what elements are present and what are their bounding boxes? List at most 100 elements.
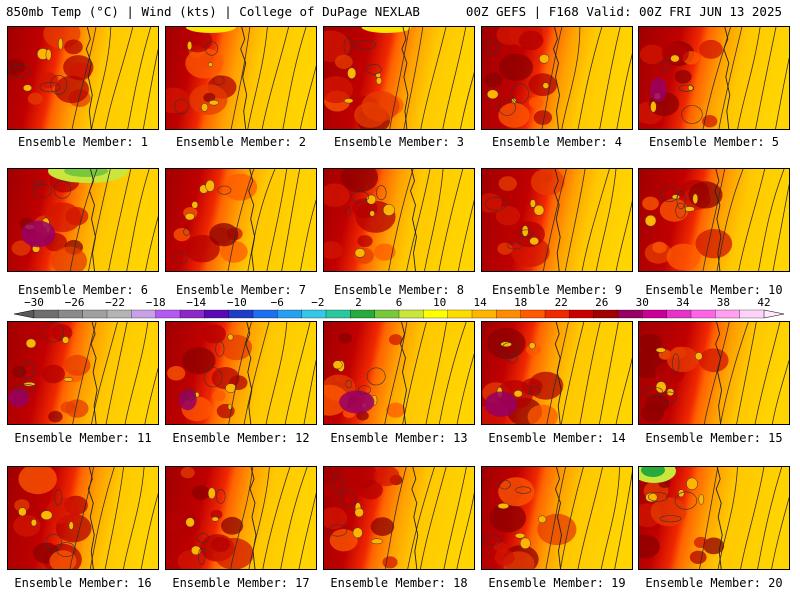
temperature-map bbox=[639, 169, 789, 271]
colorbar-tick-label: −10 bbox=[227, 296, 247, 309]
colorbar-swatch bbox=[58, 309, 84, 319]
temperature-colorbar: −30 −26 −22 −18 −14 −10 −6 −2 2 6 10 14 18 22 26 30 34 38… bbox=[13, 296, 785, 319]
temperature-map bbox=[8, 322, 158, 424]
temperature-map bbox=[639, 322, 789, 424]
ensemble-member-caption: Ensemble Member: 5 bbox=[648, 135, 780, 149]
ensemble-map-panel bbox=[7, 466, 159, 570]
ensemble-map-panel bbox=[165, 168, 317, 272]
ensemble-member-caption: Ensemble Member: 8 bbox=[333, 283, 465, 297]
colorbar-tick-label: 14 bbox=[473, 296, 487, 309]
ensemble-member-caption: Ensemble Member: 11 bbox=[14, 431, 152, 445]
ensemble-member-caption: Ensemble Member: 2 bbox=[175, 135, 307, 149]
colorbar-swatch bbox=[447, 309, 473, 319]
colorbar-min-arrow bbox=[13, 309, 35, 319]
colorbar-swatch bbox=[33, 309, 59, 319]
colorbar-swatch bbox=[277, 309, 303, 319]
ensemble-map-panel bbox=[165, 26, 317, 130]
colorbar-tick-label: 10 bbox=[433, 296, 446, 309]
colorbar-tick-label: −2 bbox=[311, 296, 324, 309]
colorbar-swatch bbox=[204, 309, 230, 319]
colorbar-swatch bbox=[593, 309, 619, 319]
ensemble-map-panel bbox=[481, 321, 633, 425]
colorbar-swatch bbox=[325, 309, 351, 319]
ensemble-member-caption: Ensemble Member: 10 bbox=[645, 283, 783, 297]
ensemble-map-panel bbox=[638, 466, 790, 570]
colorbar-tick-label: −18 bbox=[146, 296, 166, 309]
ensemble-member-caption: Ensemble Member: 15 bbox=[645, 431, 783, 445]
temperature-map bbox=[482, 169, 632, 271]
colorbar-swatch bbox=[374, 309, 400, 319]
ensemble-member-caption: Ensemble Member: 1 bbox=[17, 135, 149, 149]
temperature-map bbox=[8, 467, 158, 569]
temperature-map bbox=[324, 322, 474, 424]
ensemble-member-caption: Ensemble Member: 18 bbox=[330, 576, 468, 590]
ensemble-map-panel bbox=[165, 466, 317, 570]
colorbar-tick-label: 22 bbox=[555, 296, 568, 309]
map-title: 850mb Temp (°C) | Wind (kts) | College o… bbox=[6, 4, 420, 19]
temperature-map bbox=[8, 27, 158, 129]
ensemble-map-panel bbox=[638, 168, 790, 272]
colorbar-swatch bbox=[301, 309, 327, 319]
ensemble-member-caption: Ensemble Member: 16 bbox=[14, 576, 152, 590]
colorbar-tick-label: −6 bbox=[271, 296, 284, 309]
colorbar-tick-label: 42 bbox=[757, 296, 770, 309]
ensemble-member-caption: Ensemble Member: 9 bbox=[491, 283, 623, 297]
temperature-map bbox=[324, 169, 474, 271]
colorbar-swatch bbox=[252, 309, 278, 319]
colorbar-swatch bbox=[471, 309, 497, 319]
temperature-map bbox=[482, 467, 632, 569]
ensemble-map-panel bbox=[7, 321, 159, 425]
colorbar-swatch bbox=[179, 309, 205, 319]
ensemble-member-caption: Ensemble Member: 7 bbox=[175, 283, 307, 297]
ensemble-map-panel bbox=[481, 26, 633, 130]
temperature-map bbox=[482, 27, 632, 129]
ensemble-map-panel bbox=[481, 168, 633, 272]
colorbar-tick-label: 26 bbox=[595, 296, 608, 309]
colorbar-swatch bbox=[423, 309, 449, 319]
colorbar-tick-label: 34 bbox=[676, 296, 690, 309]
colorbar-tick-label: −14 bbox=[186, 296, 206, 309]
colorbar-tick-label: −30 bbox=[24, 296, 44, 309]
temperature-map bbox=[8, 169, 158, 271]
temperature-map bbox=[639, 27, 789, 129]
colorbar-swatch bbox=[496, 309, 522, 319]
ensemble-member-caption: Ensemble Member: 19 bbox=[488, 576, 626, 590]
colorbar-tick-label: −22 bbox=[105, 296, 125, 309]
colorbar-max-arrow bbox=[763, 309, 785, 319]
colorbar-tick-label: −26 bbox=[65, 296, 85, 309]
run-info: 00Z GEFS | F168 Valid: 00Z FRI JUN 13 20… bbox=[465, 4, 782, 19]
ensemble-member-caption: Ensemble Member: 6 bbox=[17, 283, 149, 297]
ensemble-map-panel bbox=[7, 168, 159, 272]
ensemble-map-panel bbox=[638, 321, 790, 425]
ensemble-member-caption: Ensemble Member: 13 bbox=[330, 431, 468, 445]
temperature-map bbox=[166, 27, 316, 129]
colorbar-tick-label: 2 bbox=[355, 296, 362, 309]
colorbar-swatch bbox=[715, 309, 741, 319]
ensemble-map-panel bbox=[323, 168, 475, 272]
colorbar-tick-label: 6 bbox=[396, 296, 403, 309]
ensemble-map-panel bbox=[323, 466, 475, 570]
colorbar-swatch bbox=[350, 309, 376, 319]
ensemble-member-caption: Ensemble Member: 17 bbox=[172, 576, 310, 590]
ensemble-member-caption: Ensemble Member: 12 bbox=[172, 431, 310, 445]
ensemble-map-panel bbox=[481, 466, 633, 570]
colorbar-tick-label: 38 bbox=[717, 296, 730, 309]
temperature-map bbox=[166, 467, 316, 569]
ensemble-member-caption: Ensemble Member: 4 bbox=[491, 135, 623, 149]
colorbar-swatch bbox=[739, 309, 765, 319]
temperature-map bbox=[166, 322, 316, 424]
temperature-map bbox=[324, 27, 474, 129]
ensemble-map-panel bbox=[7, 26, 159, 130]
ensemble-member-caption: Ensemble Member: 14 bbox=[488, 431, 626, 445]
temperature-map bbox=[166, 169, 316, 271]
temperature-map bbox=[324, 467, 474, 569]
ensemble-map-panel bbox=[323, 26, 475, 130]
colorbar-swatch bbox=[544, 309, 570, 319]
colorbar-swatch bbox=[155, 309, 181, 319]
colorbar-swatch bbox=[82, 309, 108, 319]
temperature-map bbox=[482, 322, 632, 424]
colorbar-swatch bbox=[106, 309, 132, 319]
colorbar-swatch bbox=[131, 309, 157, 319]
colorbar-swatch bbox=[617, 309, 643, 319]
colorbar-tick-label: 30 bbox=[636, 296, 649, 309]
